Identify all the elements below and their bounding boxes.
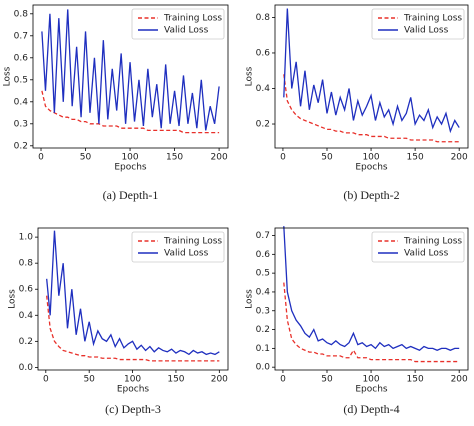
- y-axis-label: Loss: [3, 66, 13, 86]
- x-tick-label: 0: [38, 153, 44, 163]
- legend-label: Training Loss: [163, 14, 222, 24]
- x-axis-label: Epochs: [355, 163, 388, 173]
- x-tick-label: 100: [124, 375, 141, 385]
- legend-label: Valid Loss: [164, 249, 209, 259]
- x-tick-label: 50: [83, 375, 95, 385]
- y-tick-label: 0.4: [256, 287, 271, 297]
- legend-label: Valid Loss: [404, 249, 449, 259]
- y-axis-label: Loss: [245, 66, 255, 86]
- legend-box: [131, 8, 225, 40]
- y-tick-label: 0.6: [19, 285, 34, 295]
- y-axis-label: Loss: [8, 289, 18, 309]
- y-tick-label: 0.2: [256, 325, 270, 335]
- x-tick-label: 200: [211, 375, 228, 385]
- y-tick-label: 0.1: [256, 344, 270, 354]
- y-tick-label: 0.4: [256, 84, 271, 94]
- x-tick-label: 150: [167, 375, 184, 385]
- loss-line: [283, 8, 460, 134]
- loss-line: [283, 74, 460, 143]
- y-tick-label: 0.2: [19, 337, 33, 347]
- y-tick-label: 0.6: [14, 53, 29, 63]
- caption: (d) Depth-4: [343, 402, 399, 416]
- x-tick-label: 0: [280, 153, 286, 163]
- caption: (a) Depth-1: [103, 188, 159, 202]
- y-tick-label: 0.3: [256, 306, 270, 316]
- legend-box: [371, 231, 465, 263]
- legend-label: Training Loss: [403, 14, 462, 24]
- plot-frame: [274, 227, 469, 371]
- y-tick-label: 0.3: [14, 119, 28, 129]
- loss-line: [41, 9, 220, 131]
- legend-box: [371, 8, 465, 40]
- caption: (b) Depth-2: [343, 188, 399, 202]
- legend-label: Valid Loss: [164, 26, 209, 36]
- x-axis-label: Epochs: [114, 163, 147, 173]
- x-tick-label: 100: [362, 153, 379, 163]
- legend-label: Training Loss: [163, 237, 222, 247]
- y-tick-label: 0.8: [14, 9, 29, 19]
- x-tick-label: 150: [166, 153, 183, 163]
- x-tick-label: 50: [80, 153, 92, 163]
- plot-frame: [32, 4, 229, 149]
- y-tick-label: 1.0: [19, 233, 34, 243]
- y-axis-label: Loss: [245, 289, 255, 309]
- y-tick-label: 0.4: [14, 97, 29, 107]
- y-tick-label: 0.2: [14, 141, 28, 151]
- x-tick-label: 200: [211, 153, 228, 163]
- x-tick-label: 0: [280, 375, 286, 385]
- loss-line: [283, 226, 460, 352]
- y-tick-label: 0.4: [19, 311, 34, 321]
- loss-line: [41, 90, 220, 134]
- y-tick-label: 0.8: [256, 13, 271, 23]
- x-tick-label: 50: [321, 375, 333, 385]
- x-tick-label: 200: [451, 375, 468, 385]
- legend-box: [131, 231, 225, 263]
- x-axis-label: Epochs: [117, 385, 150, 395]
- y-tick-label: 0.7: [14, 31, 28, 41]
- y-tick-label: 0.6: [256, 250, 271, 260]
- x-tick-label: 100: [362, 375, 379, 385]
- y-tick-label: 0.5: [256, 269, 270, 279]
- x-tick-label: 0: [43, 375, 49, 385]
- y-tick-label: 0.0: [19, 363, 34, 373]
- legend-label: Training Loss: [403, 237, 462, 247]
- caption: (c) Depth-3: [105, 402, 161, 416]
- plot-frame: [37, 227, 229, 371]
- y-tick-label: 0.5: [14, 75, 28, 85]
- x-tick-label: 150: [407, 375, 424, 385]
- x-tick-label: 150: [407, 153, 424, 163]
- y-tick-label: 0.7: [256, 231, 270, 241]
- legend-label: Valid Loss: [404, 26, 449, 36]
- x-tick-label: 50: [321, 153, 333, 163]
- x-tick-label: 200: [451, 153, 468, 163]
- x-axis-label: Epochs: [355, 385, 388, 395]
- y-tick-label: 0.0: [256, 363, 271, 373]
- y-tick-label: 0.8: [19, 259, 34, 269]
- loss-line: [46, 230, 220, 356]
- y-tick-label: 0.2: [256, 120, 270, 130]
- y-tick-label: 0.6: [256, 48, 271, 58]
- x-tick-label: 100: [121, 153, 138, 163]
- loss-line: [283, 282, 460, 363]
- plot-frame: [274, 4, 469, 149]
